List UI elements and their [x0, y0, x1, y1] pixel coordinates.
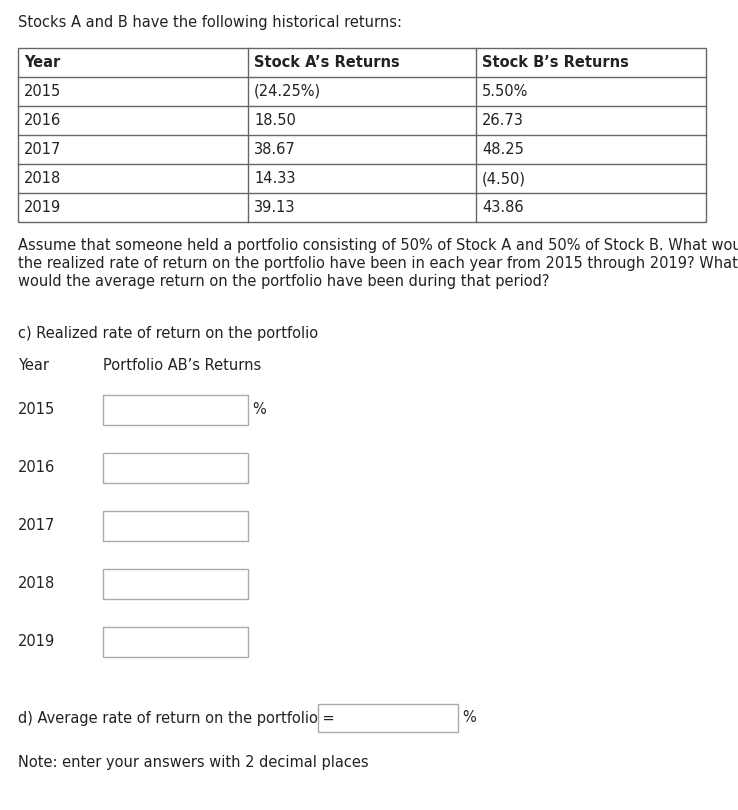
Text: (24.25%): (24.25%) — [254, 84, 321, 99]
Text: 5.50%: 5.50% — [482, 84, 528, 99]
Text: 2015: 2015 — [18, 403, 55, 417]
Bar — [103, 627, 248, 657]
Text: 14.33: 14.33 — [254, 171, 295, 186]
Text: Portfolio AB’s Returns: Portfolio AB’s Returns — [103, 358, 261, 373]
Bar — [103, 453, 248, 483]
Text: 39.13: 39.13 — [254, 200, 295, 215]
Bar — [318, 704, 458, 732]
Text: 2015: 2015 — [24, 84, 61, 99]
Text: 2019: 2019 — [18, 634, 55, 650]
Bar — [103, 569, 248, 599]
Text: c) Realized rate of return on the portfolio: c) Realized rate of return on the portfo… — [18, 326, 318, 341]
Text: 2017: 2017 — [24, 142, 61, 157]
Text: Assume that someone held a portfolio consisting of 50% of Stock A and 50% of Sto: Assume that someone held a portfolio con… — [18, 238, 738, 253]
Text: Year: Year — [18, 358, 49, 373]
Text: 48.25: 48.25 — [482, 142, 524, 157]
Text: 2016: 2016 — [24, 113, 61, 128]
Text: 2017: 2017 — [18, 518, 55, 534]
Text: (4.50): (4.50) — [482, 171, 526, 186]
Text: Stock A’s Returns: Stock A’s Returns — [254, 55, 400, 70]
Text: 26.73: 26.73 — [482, 113, 524, 128]
Bar — [18, 48, 706, 222]
Bar — [103, 395, 248, 425]
Text: Year: Year — [24, 55, 61, 70]
Text: Note: enter your answers with 2 decimal places: Note: enter your answers with 2 decimal … — [18, 755, 368, 770]
Text: would the average return on the portfolio have been during that period?: would the average return on the portfoli… — [18, 274, 550, 289]
Text: the realized rate of return on the portfolio have been in each year from 2015 th: the realized rate of return on the portf… — [18, 256, 738, 271]
Text: Stocks A and B have the following historical returns:: Stocks A and B have the following histor… — [18, 15, 402, 30]
Text: %: % — [462, 710, 476, 726]
Text: Stock B’s Returns: Stock B’s Returns — [482, 55, 629, 70]
Text: 18.50: 18.50 — [254, 113, 296, 128]
Text: 2016: 2016 — [18, 461, 55, 475]
Text: d) Average rate of return on the portfolio =: d) Average rate of return on the portfol… — [18, 710, 334, 726]
Text: 38.67: 38.67 — [254, 142, 296, 157]
Text: 2018: 2018 — [18, 577, 55, 591]
Text: 2018: 2018 — [24, 171, 61, 186]
Bar — [103, 511, 248, 541]
Text: 2019: 2019 — [24, 200, 61, 215]
Text: 43.86: 43.86 — [482, 200, 524, 215]
Text: %: % — [252, 403, 266, 417]
